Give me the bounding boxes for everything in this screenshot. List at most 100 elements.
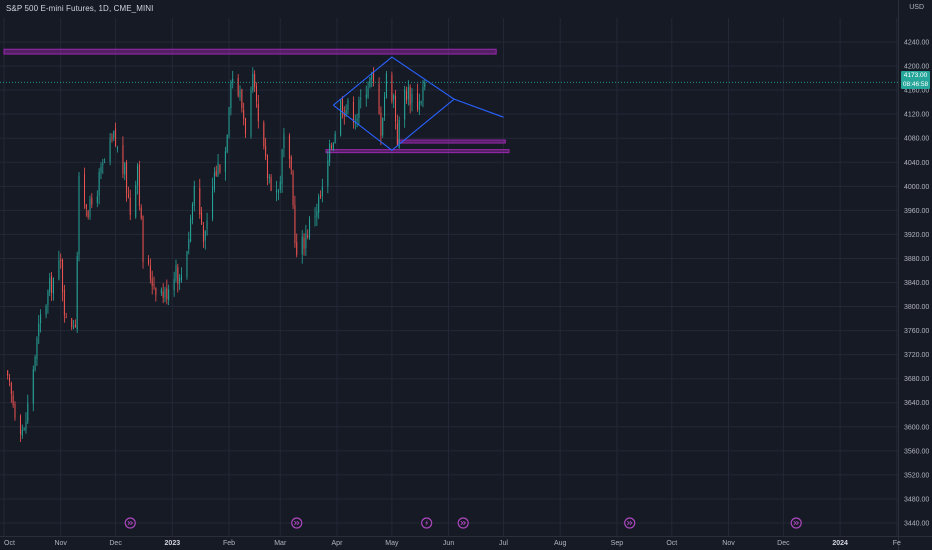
candle-body <box>254 74 256 88</box>
x-axis-tick-label: Jun <box>443 540 454 547</box>
candle-body <box>292 171 294 205</box>
candle-body <box>111 137 113 139</box>
candle-body <box>340 99 342 136</box>
candle-body <box>14 404 16 418</box>
candle-body <box>228 107 230 136</box>
candle-body <box>241 89 243 109</box>
candle-body <box>327 160 329 187</box>
candle-body <box>19 416 21 434</box>
candle-body <box>226 134 228 153</box>
candle-body <box>329 143 331 163</box>
lightning-icon <box>425 519 429 527</box>
last-price: 4173.00 <box>903 72 928 79</box>
candle-body <box>279 181 281 190</box>
candle-body <box>265 145 267 157</box>
candle-body <box>318 196 320 213</box>
candle-body <box>71 318 73 328</box>
candle-body <box>113 130 115 138</box>
candle-body <box>34 356 36 370</box>
candle-body <box>38 323 40 337</box>
candle-body <box>250 89 252 137</box>
candle-body <box>191 203 193 220</box>
candle-body <box>51 275 53 294</box>
candle-body <box>148 259 150 264</box>
horizontal-zone[interactable] <box>396 139 506 144</box>
y-axis-tick-label: 3800.00 <box>904 304 929 311</box>
candle-body <box>98 172 100 196</box>
candle-body <box>391 74 393 102</box>
candle-body <box>263 122 265 147</box>
candle-body <box>137 165 139 186</box>
candle-body <box>380 112 382 136</box>
candle-body <box>47 291 49 305</box>
candle-body <box>290 156 292 170</box>
candle-body <box>213 172 215 190</box>
candle-body <box>206 220 208 229</box>
candle-body <box>356 118 358 121</box>
candle-body <box>266 155 268 179</box>
projection-trendline[interactable] <box>453 98 504 118</box>
x-axis-tick-label: Aug <box>554 540 567 547</box>
candle-body <box>385 73 387 98</box>
candle-body <box>177 266 179 285</box>
y-axis-tick-label: 3880.00 <box>904 256 929 263</box>
candle-body <box>320 195 322 197</box>
x-axis-tick-label: Nov <box>54 540 67 547</box>
candle-body <box>62 259 64 292</box>
candle-body <box>155 287 157 296</box>
candle-body <box>138 164 140 206</box>
candle-body <box>102 163 104 165</box>
horizontal-zone[interactable] <box>3 48 497 55</box>
x-axis-tick-label: May <box>385 540 399 547</box>
candle-body <box>45 305 47 315</box>
x-axis-tick-label: Dec <box>109 540 122 547</box>
candle-body <box>175 264 177 280</box>
candle-body <box>87 211 89 218</box>
horizontal-zone[interactable] <box>325 149 510 154</box>
candle-body <box>104 162 106 164</box>
candle-body <box>411 94 413 103</box>
candle-body <box>140 207 142 219</box>
candle-body <box>398 119 400 149</box>
candle-body <box>74 324 76 328</box>
chart-title: S&P 500 E-mini Futures, 1D, CME_MINI <box>6 4 154 13</box>
double-chevron-icon <box>626 520 633 526</box>
last-price-badge: 4173.00 08:46:58 <box>901 71 930 89</box>
candle-body <box>239 90 241 98</box>
candle-body <box>52 278 54 294</box>
candle-body <box>268 176 270 178</box>
y-axis-tick-label: 4000.00 <box>904 184 929 191</box>
candle-body <box>418 101 420 110</box>
candle-body <box>365 94 367 98</box>
candle-body <box>180 275 182 281</box>
candle-body <box>135 184 137 217</box>
candle-body <box>244 118 247 135</box>
candle-body <box>378 84 380 114</box>
candle-body <box>151 278 153 286</box>
candle-body <box>49 278 51 293</box>
candle-body <box>193 185 195 206</box>
candle-body <box>8 377 10 382</box>
candle-body <box>160 289 162 294</box>
y-axis-tick-label: 4080.00 <box>904 136 929 143</box>
candle-body <box>396 123 398 146</box>
candle-body <box>168 289 170 301</box>
candle-body <box>347 99 349 111</box>
candle-body <box>7 370 9 376</box>
candle-body <box>153 283 155 287</box>
candle-body <box>307 235 309 237</box>
candle-body <box>367 88 369 97</box>
candle-body <box>330 145 332 149</box>
x-axis-tick-label: 2023 <box>165 540 181 547</box>
candle-body <box>294 205 296 243</box>
candle-body <box>164 289 166 298</box>
candle-body <box>83 174 86 204</box>
candle-body <box>406 91 408 101</box>
candle-body <box>219 164 221 173</box>
candle-body <box>409 86 411 105</box>
x-axis-tick-label: Oct <box>4 540 15 547</box>
candle-body <box>341 98 343 115</box>
candle-body <box>360 98 362 100</box>
